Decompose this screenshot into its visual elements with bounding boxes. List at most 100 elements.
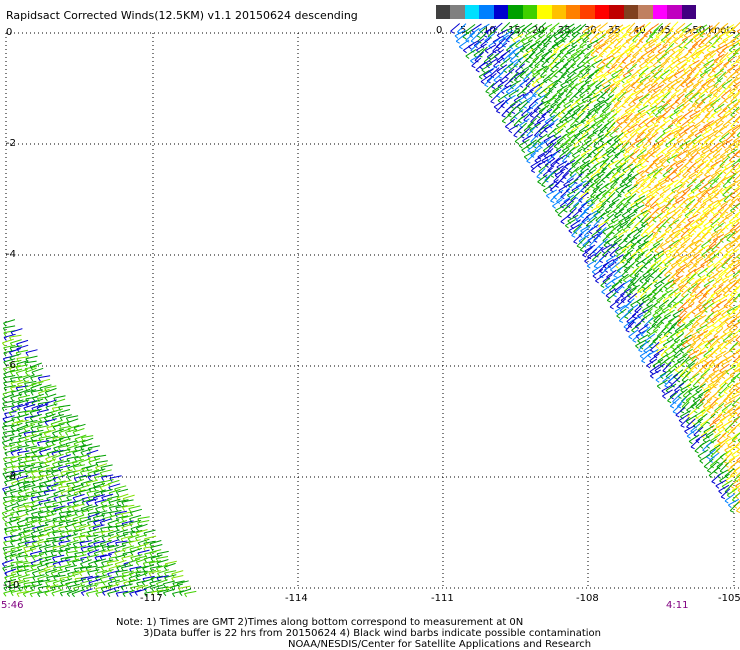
wind-barb [39, 544, 51, 549]
wind-barb-tick [677, 240, 682, 244]
wind-barb [469, 27, 480, 36]
wind-barb [17, 579, 30, 585]
wind-barb [662, 74, 674, 83]
wind-barb [696, 108, 707, 117]
wind-barb [648, 184, 660, 192]
wind-barb [638, 298, 650, 306]
wind-barb-tick [597, 29, 602, 33]
wind-barb [625, 34, 637, 42]
wind-barb-tick [504, 76, 509, 80]
wind-barb-tick [36, 407, 40, 412]
wind-barb [81, 498, 94, 503]
wind-barb [624, 237, 635, 247]
wind-barb [109, 504, 122, 508]
wind-barb [4, 503, 17, 509]
wind-barb [123, 530, 136, 534]
wind-barb [675, 143, 686, 152]
wind-barb [52, 544, 65, 549]
wind-barb [93, 534, 106, 540]
wind-barb [65, 461, 78, 465]
wind-barb-tick [38, 486, 42, 491]
wind-barb-tick [613, 275, 618, 278]
wind-barb [513, 93, 525, 101]
wind-barb-tick [681, 221, 686, 224]
wind-barb [724, 143, 735, 151]
wind-barb [43, 489, 56, 493]
wind-barb [559, 162, 569, 172]
wind-barb [736, 181, 740, 186]
wind-barb-tick [650, 71, 655, 75]
wind-barb [737, 259, 740, 263]
wind-barb [481, 63, 493, 71]
wind-barb [149, 560, 162, 564]
wind-barb [24, 554, 37, 558]
wind-barb [9, 434, 22, 439]
wind-barb [44, 413, 56, 419]
wind-barb-tick [609, 134, 614, 138]
wind-barb [582, 247, 593, 256]
wind-barb [573, 80, 585, 88]
wind-barb [570, 99, 581, 108]
wind-barb [709, 47, 720, 56]
wind-barb-tick [721, 266, 726, 269]
wind-barb [645, 32, 655, 42]
wind-barb [52, 414, 64, 419]
wind-barb [108, 534, 120, 540]
wind-barb [571, 28, 583, 36]
wind-barb-tick [654, 201, 659, 205]
wind-barb [577, 107, 588, 116]
legend-color-segment [638, 5, 654, 19]
wind-barb-tick [465, 55, 470, 59]
wind-barb [657, 61, 668, 71]
wind-barb-tick [115, 557, 119, 561]
wind-barb [689, 73, 699, 82]
wind-barb [93, 494, 106, 499]
wind-barb [530, 159, 542, 167]
wind-barb [730, 106, 740, 116]
wind-barb-tick [458, 46, 463, 50]
wind-barb [573, 223, 583, 233]
wind-barb [660, 32, 672, 41]
wind-barb [587, 39, 599, 47]
wind-barb [31, 381, 44, 385]
wind-barb [687, 144, 698, 153]
wind-barb [541, 23, 553, 31]
wind-barb [717, 98, 728, 107]
wind-barb [694, 288, 705, 297]
wind-barb [522, 22, 533, 31]
wind-barb [16, 475, 29, 480]
wind-barb [723, 83, 734, 92]
wind-barb [609, 246, 620, 256]
wind-barb [639, 144, 651, 152]
wind-barb [729, 237, 740, 246]
wind-barb [623, 112, 633, 122]
wind-barb [659, 153, 670, 162]
wind-barb [692, 173, 703, 182]
wind-barb [528, 48, 538, 58]
wind-barb-tick [586, 164, 591, 168]
wind-barb [632, 95, 644, 102]
wind-barb [43, 524, 56, 529]
wind-barb [707, 188, 719, 197]
wind-barb [537, 87, 548, 96]
wind-barb [656, 293, 667, 302]
wind-barb-tick [10, 397, 14, 402]
wind-barb [622, 79, 633, 87]
wind-barb-tick [9, 362, 13, 367]
wind-barb-tick [710, 309, 715, 313]
wind-barb-tick [553, 75, 558, 78]
wind-barb-tick [578, 199, 583, 203]
wind-barb [568, 178, 579, 187]
wind-barbs-left-swath [1, 319, 197, 598]
wind-barb [10, 422, 23, 428]
wind-barb [632, 57, 643, 66]
wind-barb [73, 540, 85, 545]
wind-barb-tick [57, 447, 62, 452]
wind-barb-tick [2, 393, 6, 398]
wind-barb [557, 88, 569, 97]
wind-barb [24, 568, 37, 573]
wind-barb-tick [113, 577, 117, 582]
wind-barb [565, 86, 575, 97]
wind-barb [38, 499, 51, 503]
wind-barb-tick [593, 266, 598, 269]
